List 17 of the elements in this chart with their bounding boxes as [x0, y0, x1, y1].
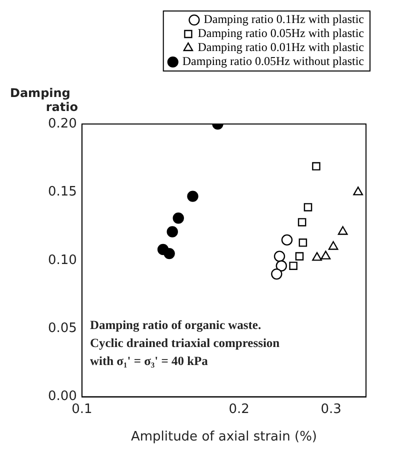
x-axis-title: Amplitude of axial strain (%): [130, 430, 318, 445]
y-tick-label: 0.20: [48, 116, 77, 132]
y-axis-title: Damping ratio: [10, 86, 78, 114]
legend-label: Damping ratio 0.05Hz with plastic: [198, 26, 364, 40]
y-tick-label: 0.05: [48, 320, 77, 336]
legend-label: Damping ratio 0.1Hz with plastic: [204, 12, 364, 26]
annotation: Cyclic drained triaxial compression: [90, 336, 280, 350]
y-tick-label: 0.10: [48, 252, 77, 268]
y-tick-label: 0.00: [48, 389, 77, 404]
x-tick-label: 0.2: [228, 402, 250, 417]
x-tick-label: 0.1: [72, 402, 92, 417]
legend-label: Damping ratio 0.01Hz with plastic: [198, 40, 364, 54]
annotation: with σ₁' = σ₃' = 40 kPa: [90, 354, 209, 368]
x-tick-label: 0.3: [320, 402, 342, 417]
annotation: Damping ratio of organic waste.: [90, 318, 262, 332]
y-tick-label: 0.15: [48, 184, 77, 200]
legend-label: Damping ratio 0.05Hz without plastic: [182, 54, 364, 68]
